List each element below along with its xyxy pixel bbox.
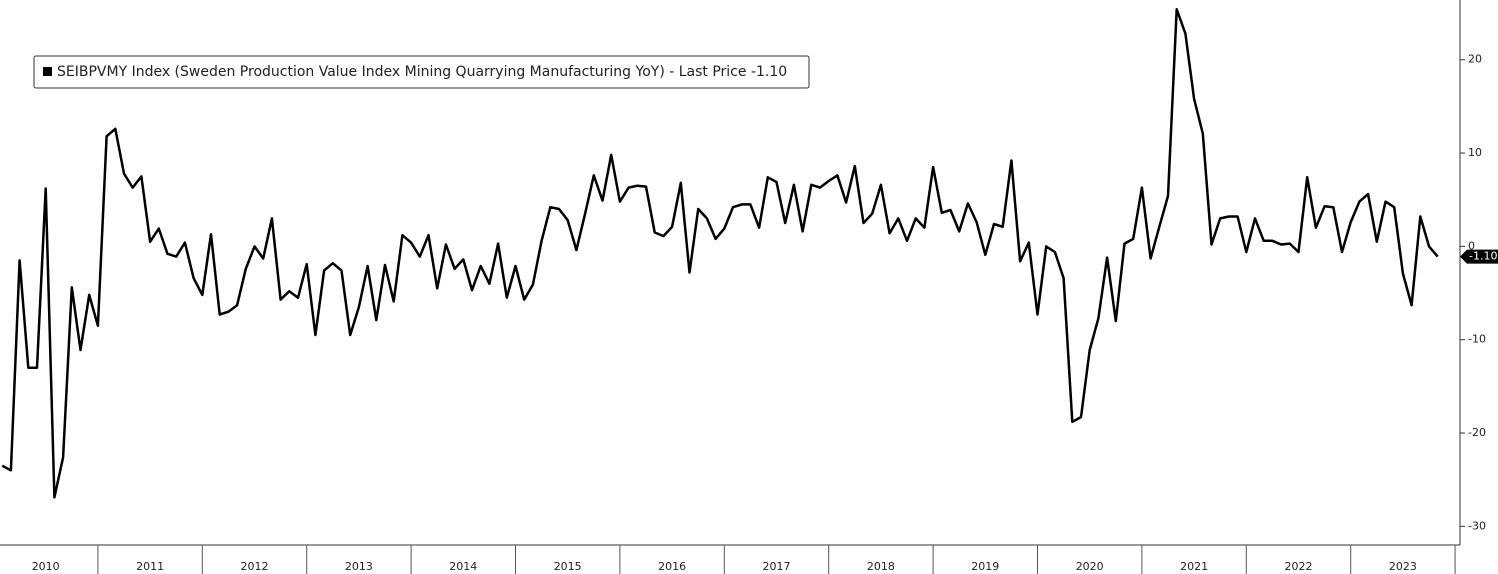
x-tick-label: 2022 xyxy=(1285,560,1313,573)
y-tick-label: 0 xyxy=(1468,239,1475,252)
y-tick-label: 10 xyxy=(1468,146,1482,159)
x-tick-label: 2019 xyxy=(971,560,999,573)
legend-label: SEIBPVMY Index (Sweden Production Value … xyxy=(57,64,787,80)
x-tick-label: 2018 xyxy=(867,560,895,573)
y-tick-label: 20 xyxy=(1468,53,1482,66)
x-tick-label: 2023 xyxy=(1389,560,1417,573)
x-tick-label: 2015 xyxy=(554,560,582,573)
legend-swatch xyxy=(43,67,52,76)
x-tick-label: 2011 xyxy=(136,560,164,573)
last-price-tag xyxy=(1460,249,1498,264)
x-tick-label: 2021 xyxy=(1180,560,1208,573)
x-tick-label: 2013 xyxy=(345,560,373,573)
x-tick-label: 2020 xyxy=(1076,560,1104,573)
y-tick-label: -30 xyxy=(1468,519,1486,532)
y-tick-label: -20 xyxy=(1468,426,1486,439)
last-price-label: -1.10 xyxy=(1469,250,1497,263)
legend-box xyxy=(33,55,810,89)
legend: SEIBPVMY Index (Sweden Production Value … xyxy=(33,55,810,89)
x-tick-label: 2016 xyxy=(658,560,686,573)
x-tick-label: 2017 xyxy=(763,560,791,573)
y-tick-label: -10 xyxy=(1468,333,1486,346)
x-tick-label: 2012 xyxy=(241,560,269,573)
x-tick-label: 2014 xyxy=(449,560,477,573)
series-line xyxy=(1,8,1439,499)
x-tick-label: 2010 xyxy=(32,560,60,573)
